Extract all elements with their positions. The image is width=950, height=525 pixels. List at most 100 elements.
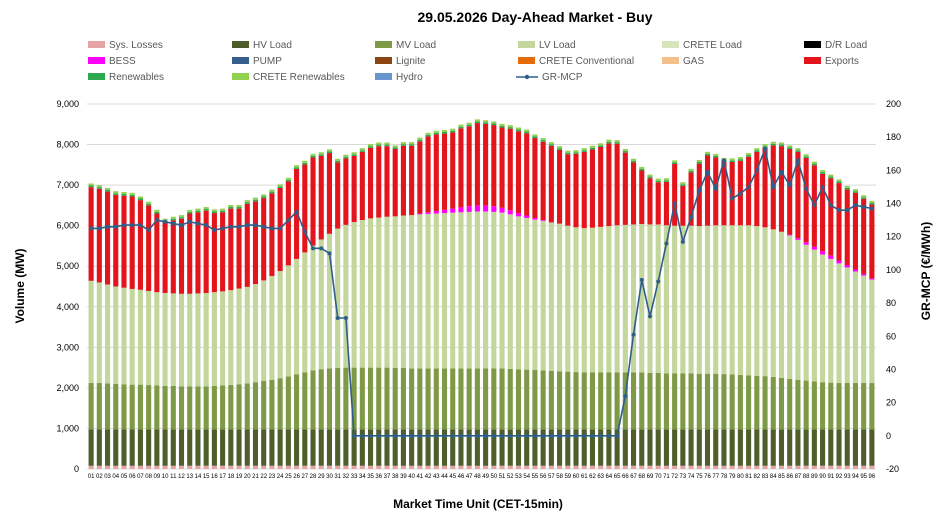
bar-segment-sys-losses xyxy=(696,465,702,469)
legend-item-crete-renewables: CRETE Renewables xyxy=(232,72,345,83)
x-tick-label: 23 xyxy=(269,474,276,480)
bar-segment-exports xyxy=(121,195,127,288)
gr-mcp-point xyxy=(163,219,168,224)
bar-segment-exports xyxy=(129,196,135,289)
legend-item-gr-mcp: GR-MCP xyxy=(516,72,583,83)
bar-segment-hv-load xyxy=(285,429,291,466)
bar-stack-12 xyxy=(178,215,185,469)
bar-segment-hv-load xyxy=(326,429,333,466)
bar-stack-21 xyxy=(252,197,259,469)
bar-segment-mv-load xyxy=(343,367,349,430)
bar-segment-crete-renewables xyxy=(507,125,513,128)
bar-segment-exports xyxy=(261,198,267,281)
bar-segment-mv-load xyxy=(302,372,308,430)
x-tick-label: 67 xyxy=(630,474,637,480)
bar-segment-renewables xyxy=(672,162,678,165)
bar-segment-lv-load xyxy=(96,282,102,384)
bar-segment-renewables xyxy=(754,150,760,152)
bar-segment-renewables xyxy=(261,196,267,199)
bar-segment-crete-renewables xyxy=(154,209,160,212)
bar-segment-crete-renewables xyxy=(746,153,752,156)
bar-stack-66 xyxy=(622,149,628,469)
bar-segment-lv-load xyxy=(261,280,267,381)
bar-segment-renewables xyxy=(795,150,801,152)
bar-stack-90 xyxy=(820,170,826,469)
x-tick-label: 04 xyxy=(112,474,119,480)
legend-label: HV Load xyxy=(253,40,292,51)
bar-segment-mv-load xyxy=(803,380,809,430)
bar-stack-14 xyxy=(195,208,201,469)
bar-segment-renewables xyxy=(129,194,135,197)
legend-item-lv-load: LV Load xyxy=(518,40,576,51)
bar-segment-crete-renewables xyxy=(787,145,793,148)
gr-mcp-point xyxy=(286,218,291,223)
bar-segment-renewables xyxy=(663,180,669,182)
x-tick-label: 29 xyxy=(318,474,325,480)
bar-segment-exports xyxy=(483,123,489,206)
bar-segment-exports xyxy=(713,157,719,226)
bar-segment-crete-renewables xyxy=(359,148,365,151)
bar-stack-07 xyxy=(137,196,143,469)
bar-segment-mv-load xyxy=(647,372,653,430)
gr-mcp-point xyxy=(269,226,274,231)
bar-segment-sys-losses xyxy=(762,465,768,469)
bar-segment-exports xyxy=(820,173,826,252)
bar-segment-lv-load xyxy=(228,290,234,386)
bar-segment-crete-renewables xyxy=(88,183,94,186)
legend-item-mv-load: MV Load xyxy=(375,40,436,51)
bar-segment-sys-losses xyxy=(787,465,793,469)
bar-segment-bess xyxy=(524,215,530,218)
chart-title: 29.05.2026 Day-Ahead Market - Buy xyxy=(418,9,653,25)
bar-segment-hv-load xyxy=(409,429,415,466)
bar-segment-sys-losses xyxy=(146,465,152,469)
bar-segment-exports xyxy=(458,128,464,208)
bar-segment-sys-losses xyxy=(236,465,242,469)
bar-segment-hv-load xyxy=(400,429,406,466)
x-tick-label: 17 xyxy=(219,474,226,480)
bar-segment-lv-load xyxy=(220,291,226,386)
bar-segment-renewables xyxy=(680,184,686,186)
bar-segment-exports xyxy=(663,181,669,226)
bar-segment-hv-load xyxy=(869,429,875,466)
bar-segment-lv-load xyxy=(507,214,513,369)
bar-segment-hv-load xyxy=(236,429,242,466)
gr-mcp-point xyxy=(565,433,570,438)
x-tick-label: 52 xyxy=(507,474,514,480)
bar-segment-renewables xyxy=(548,144,554,146)
bar-segment-exports xyxy=(622,152,628,225)
bar-segment-hv-load xyxy=(598,429,604,466)
bar-segment-mv-load xyxy=(639,372,645,430)
bar-stack-81 xyxy=(746,153,752,469)
bar-segment-crete-renewables xyxy=(737,157,743,160)
bar-stack-67 xyxy=(630,158,637,469)
bar-segment-exports xyxy=(614,143,620,226)
x-tick-label: 78 xyxy=(721,474,728,480)
bar-stack-57 xyxy=(548,142,554,469)
gr-mcp-point xyxy=(532,433,537,438)
bar-segment-exports xyxy=(417,141,423,214)
bar-stack-56 xyxy=(540,138,546,469)
bar-segment-crete-renewables xyxy=(639,166,645,169)
bar-segment-hv-load xyxy=(96,429,102,466)
bar-segment-bess xyxy=(474,205,480,212)
bar-segment-renewables xyxy=(367,146,374,148)
bar-segment-exports xyxy=(302,164,308,253)
bar-segment-sys-losses xyxy=(499,465,505,469)
bar-segment-sys-losses xyxy=(392,465,398,469)
bar-segment-hv-load xyxy=(820,429,826,466)
bar-segment-exports xyxy=(392,149,398,217)
bar-stack-77 xyxy=(713,153,719,469)
bar-segment-mv-load xyxy=(187,386,193,430)
bar-segment-lv-load xyxy=(433,213,439,369)
x-tick-label: 79 xyxy=(729,474,736,480)
bar-segment-exports xyxy=(474,123,480,206)
bar-segment-mv-load xyxy=(433,368,439,430)
bar-segment-mv-load xyxy=(137,384,143,430)
bar-segment-bess xyxy=(861,273,867,276)
bar-segment-crete-renewables xyxy=(811,161,817,164)
bar-stack-22 xyxy=(261,194,267,469)
gr-mcp-point xyxy=(557,433,562,438)
gr-mcp-point xyxy=(146,228,151,233)
stacked-bars xyxy=(88,119,875,469)
bar-segment-hv-load xyxy=(228,429,234,466)
